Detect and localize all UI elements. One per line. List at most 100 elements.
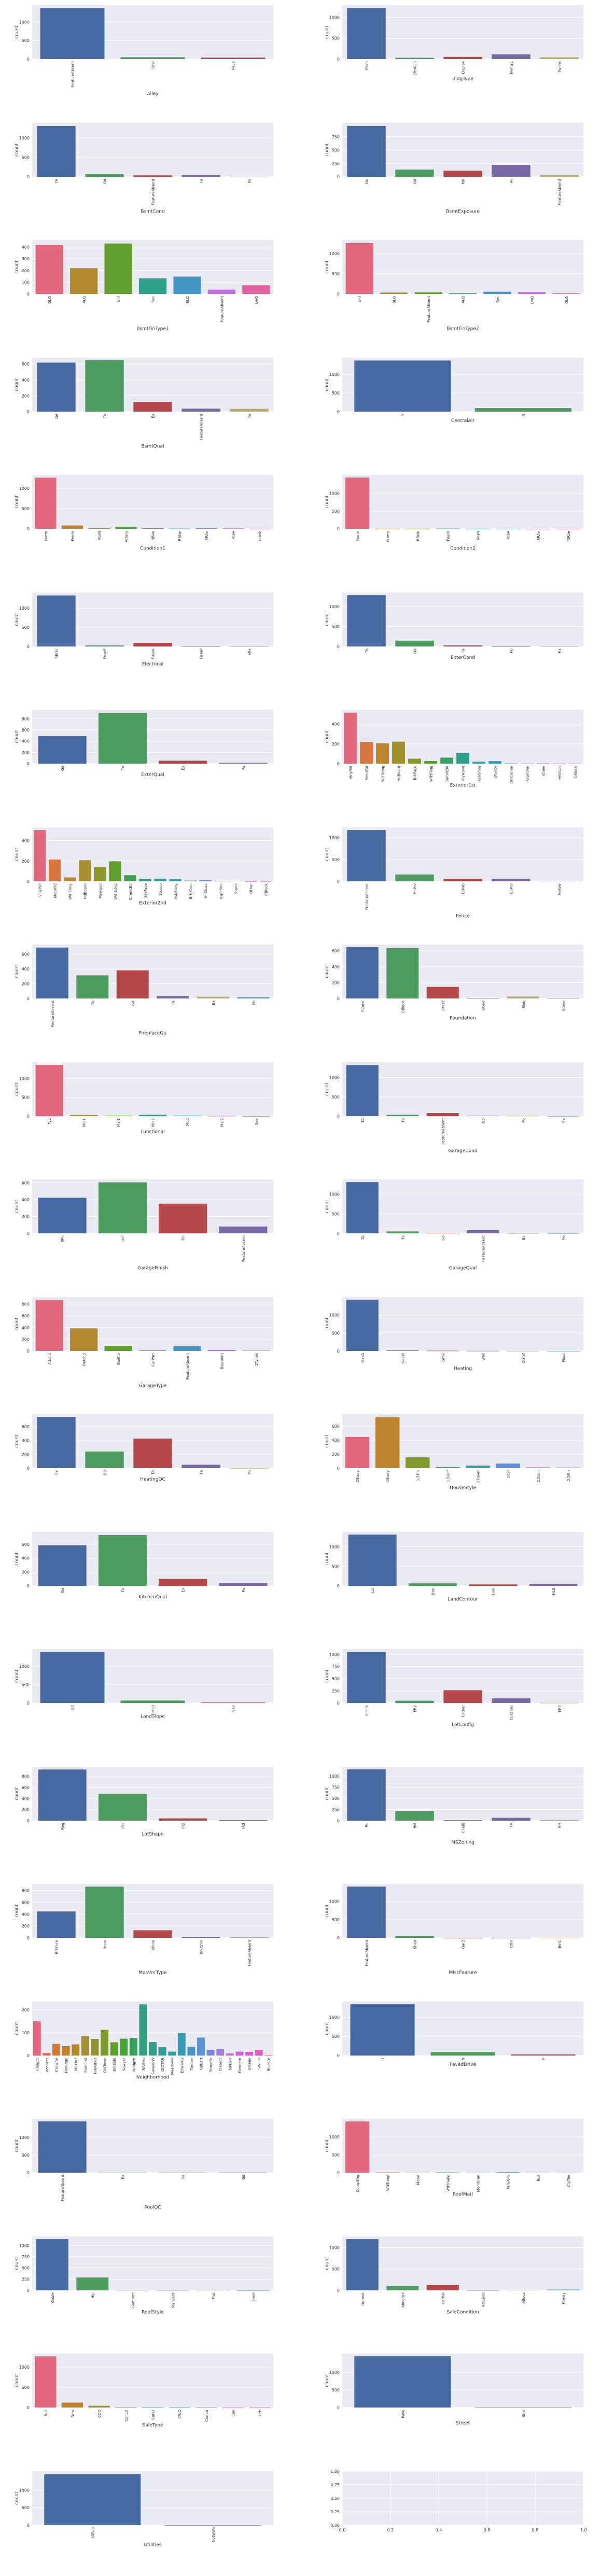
bar — [242, 1116, 270, 1117]
x-tick-label: FeatureAbsent — [441, 1118, 445, 1145]
x-tick-label: BrkTil — [441, 1001, 445, 1011]
y-tick-label: 600 — [22, 1785, 30, 1790]
subplot-electrical: 0 500 1000 count SBrkr FuseF FuseA FuseP Mix Elec… — [15, 593, 273, 667]
x-axis-label: BsmtQual — [142, 444, 164, 449]
bar — [392, 741, 405, 764]
x-tick-label: Oth — [258, 2410, 262, 2416]
x-tick-label: MnPrv — [413, 883, 417, 895]
bar — [475, 408, 571, 412]
bar — [159, 1203, 207, 1233]
x-axis-label: Neighborhood — [136, 2075, 169, 2080]
bar — [154, 878, 166, 881]
x-axis-label: Foundation — [450, 1016, 476, 1021]
bar — [98, 1182, 147, 1233]
x-tick-label: Gd — [413, 649, 417, 654]
y-tick-label: 750 — [332, 135, 340, 139]
x-tick-label: Stone — [151, 1940, 156, 1950]
bar — [207, 289, 235, 294]
bar — [426, 2285, 459, 2290]
bar — [219, 763, 268, 764]
x-tick-label: Slab — [522, 1000, 526, 1008]
y-tick-label: 1000 — [329, 372, 340, 377]
bar — [88, 528, 110, 529]
bar — [436, 1467, 460, 1468]
x-tick-label: 1Fam — [365, 61, 369, 71]
y-tick-label: 1000 — [329, 2370, 340, 2375]
x-tick-label: Wd Sdng — [114, 883, 118, 899]
bar — [133, 175, 172, 177]
bar — [345, 477, 370, 529]
x-axis-label: ExterCond — [451, 655, 475, 660]
subplot-saletype: 0 500 1000 count WD New COD ConLD ConLI CWD ConLw C… — [15, 2354, 273, 2428]
y-tick-label: 1000 — [19, 486, 30, 491]
x-tick-label: Ex — [55, 1470, 59, 1475]
x-tick-label: Crawfor — [55, 2058, 59, 2072]
subplot-garagetype: 0 200 400 600 800 count Attchd Detchd BuiltIn Car… — [15, 1297, 273, 1388]
x-tick-label: FeatureAbsent — [220, 296, 224, 322]
x-tick-label: Ex — [212, 1001, 216, 1005]
y-tick-label: 200 — [22, 1215, 30, 1219]
y-tick-label: 200 — [332, 1452, 340, 1457]
y-axis-label: count — [15, 378, 20, 391]
bar — [76, 975, 109, 998]
bar — [492, 1698, 531, 1703]
x-tick-label: Ex — [182, 1588, 186, 1593]
subplot-empty: 0.0 0.2 0.4 0.6 0.8 1.0 0.00 0.25 0.50 0.75 1.00 — [330, 2469, 587, 2532]
y-axis-label: count — [325, 613, 330, 626]
y-tick-label: 1000 — [19, 606, 30, 611]
x-tick-label: WD — [44, 2410, 48, 2416]
bar — [540, 57, 579, 59]
y-tick-label: 0 — [27, 410, 30, 414]
bar — [222, 528, 244, 529]
x-tick-label: PosA — [232, 531, 236, 540]
x-tick-label: WdShngl — [386, 2175, 390, 2191]
y-tick-label: 0 — [337, 1466, 340, 1471]
bar — [133, 643, 172, 646]
y-tick-label: 0 — [337, 1936, 340, 1940]
y-tick-label: 600 — [22, 1900, 30, 1905]
x-tick-label: Stone — [562, 1001, 566, 1011]
y-tick-label: 500 — [332, 2153, 340, 2158]
x-axis-label: RoofStyle — [142, 2310, 164, 2315]
x-tick-label: GasA — [361, 1353, 365, 1362]
x-tick-label: Gd — [61, 766, 65, 771]
bar — [443, 879, 482, 881]
y-axis-label: count — [15, 2022, 20, 2035]
x-tick-label: 2Story — [356, 1470, 360, 1482]
y-tick-label: 200 — [22, 269, 30, 273]
bar — [230, 646, 269, 647]
x-tick-label: RRAe — [151, 531, 156, 540]
x-tick-label: Mod — [151, 1705, 156, 1713]
bar — [469, 1584, 518, 1586]
x-tick-label: Sev — [255, 1118, 259, 1125]
y-tick-label: 200 — [332, 980, 340, 985]
bar — [440, 757, 453, 764]
bar — [61, 2402, 83, 2408]
x-tick-label: ClearCr — [219, 2058, 223, 2071]
y-tick-label: 1000 — [329, 1545, 340, 1550]
bar — [414, 292, 442, 294]
x-axis-label: BldgType — [452, 77, 473, 82]
bar — [168, 2051, 176, 2056]
x-tick-label: RRNn — [416, 531, 420, 541]
x-tick-label: FeatureAbsent — [200, 414, 204, 440]
y-tick-label: 0 — [27, 2171, 30, 2175]
bar — [98, 712, 147, 764]
bar — [79, 860, 91, 881]
y-tick-label: 0 — [27, 1819, 30, 1823]
x-tick-label: BuiltIn — [117, 1353, 121, 1364]
bar — [237, 997, 270, 998]
bar — [443, 1690, 482, 1703]
y-tick-label: 600 — [22, 1181, 30, 1186]
bar — [91, 2038, 99, 2056]
x-tick-label: ClyTile — [567, 2175, 571, 2187]
x-tick-label: Tar&Grv — [507, 2175, 511, 2190]
x-axis-label: LandContour — [448, 1597, 478, 1602]
bar — [38, 1198, 87, 1233]
bar — [115, 2407, 137, 2408]
bar — [264, 2055, 273, 2056]
bar — [347, 8, 386, 60]
x-tick-label: TwnhsE — [510, 61, 514, 75]
bar — [540, 175, 579, 177]
x-tick-label: SBrkr — [55, 649, 59, 658]
